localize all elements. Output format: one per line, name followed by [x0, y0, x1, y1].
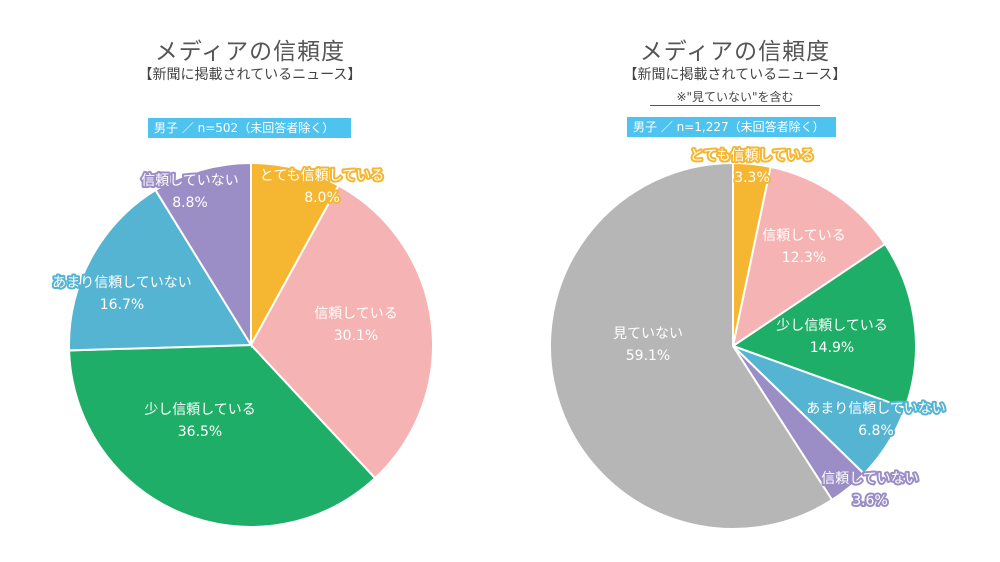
slice-value-label: 3.6%	[852, 493, 888, 509]
slice-label: 信頼していない	[821, 471, 919, 487]
slice-label: あまり信頼していない	[806, 401, 946, 417]
slice-value-label: 30.1%	[334, 328, 378, 344]
left-chart-title: メディアの信頼度	[154, 39, 346, 65]
slice-value-label: 59.1%	[626, 348, 670, 364]
pie-right: とても信頼している 3.3% 信頼している 12.3% 少し信頼している 14.9% あまり…	[549, 146, 948, 530]
left-chart-subtitle: 【新聞に掲載されているニュース】	[138, 67, 362, 83]
right-chart-note: ※"見ていない"を含む	[676, 90, 794, 104]
slice-label: 見ていない	[613, 326, 683, 342]
slice-label: あまり信頼していない	[52, 275, 192, 291]
slice-value-label: 8.8%	[172, 195, 208, 211]
pie-slice	[154, 161, 252, 349]
right-chart-subtitle: 【新聞に掲載されているニュース】	[623, 67, 847, 83]
pie-slice	[250, 161, 340, 346]
right-sample-badge: 男子 ／ n=1,227（未回答者除く）	[627, 117, 836, 137]
slice-value-label: 6.8%	[858, 423, 894, 439]
slice-label: 少し信頼している	[776, 318, 888, 334]
slice-label: 信頼している	[762, 228, 846, 244]
pie-left: とても信頼している 8.0% 信頼している 30.1% 少し信頼している 36.5% あまり…	[50, 161, 434, 528]
slice-value-label: 36.5%	[178, 424, 222, 440]
pie-slice	[730, 242, 917, 410]
slice-value-label: 16.7%	[100, 297, 144, 313]
pie-slice	[249, 184, 434, 480]
slice-value-label: 8.0%	[304, 190, 340, 206]
slice-label: 信頼していない	[141, 173, 239, 189]
right-chart-note-underline	[650, 105, 820, 106]
pie-slice	[731, 165, 887, 349]
slice-value-label: 3.3%	[734, 170, 770, 186]
slice-label: 少し信頼している	[144, 402, 256, 418]
right-chart-title: メディアの信頼度	[639, 39, 831, 65]
pie-slice	[549, 161, 834, 530]
slice-value-label: 14.9%	[810, 340, 854, 356]
left-sample-badge: 男子 ／ n=502（未回答者除く）	[148, 118, 351, 138]
slice-label: 信頼している	[314, 306, 398, 322]
pie-slice	[68, 343, 377, 528]
slice-value-label: 12.3%	[782, 250, 826, 266]
slice-label: とても信頼している	[690, 148, 814, 164]
pie-slice	[68, 188, 253, 352]
slice-label: とても信頼している	[260, 168, 384, 184]
